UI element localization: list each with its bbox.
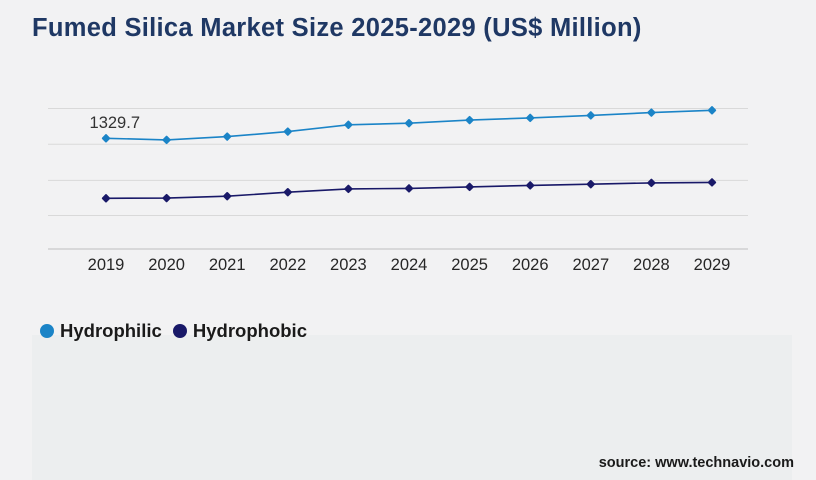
svg-text:2020: 2020 <box>148 256 185 274</box>
svg-text:2022: 2022 <box>269 256 306 274</box>
svg-text:2021: 2021 <box>209 256 246 274</box>
svg-text:2025: 2025 <box>451 256 488 274</box>
svg-text:2028: 2028 <box>633 256 670 274</box>
svg-text:2029: 2029 <box>694 256 731 274</box>
svg-text:2026: 2026 <box>512 256 549 274</box>
svg-text:2019: 2019 <box>88 256 125 274</box>
svg-text:2023: 2023 <box>330 256 367 274</box>
svg-text:2027: 2027 <box>572 256 609 274</box>
svg-text:1329.7: 1329.7 <box>90 114 140 132</box>
svg-text:2024: 2024 <box>391 256 428 274</box>
